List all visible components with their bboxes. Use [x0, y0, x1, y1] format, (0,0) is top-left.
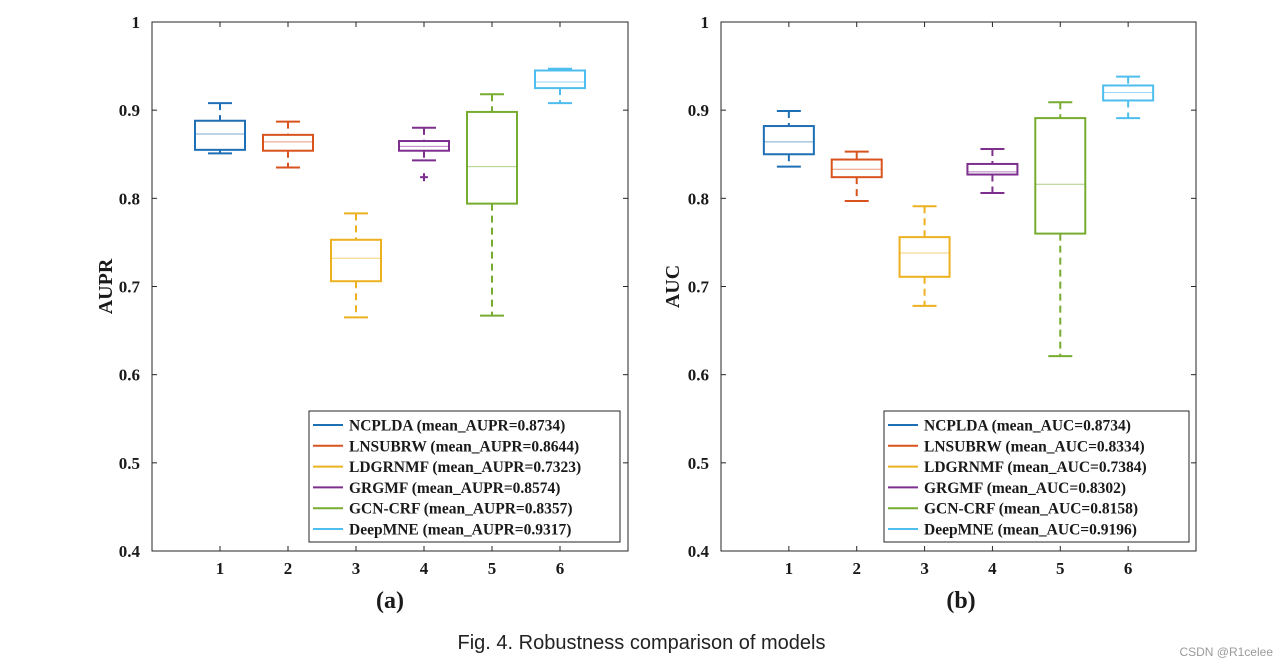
x-tick-label: 5: [488, 559, 497, 578]
legend-label: NCPLDA (mean_AUC=0.8734): [924, 418, 1131, 435]
legend-frame: [308, 410, 621, 543]
y-tick-label: 0.8: [119, 189, 140, 208]
legend-label: LDGRNMF (mean_AUC=0.7384): [924, 459, 1147, 476]
y-tick-label: 1: [132, 13, 141, 32]
legend-item: LNSUBRW (mean_AUPR=0.8644): [313, 438, 579, 455]
box-3: [898, 205, 951, 307]
y-tick-label: 0.4: [688, 542, 710, 561]
chart-a: 0.4 0.5 0.6 0.7 0.8 0.9 1 1 2 3 4 5 6 AUPR (a) NCPLDA (…: [95, 13, 629, 614]
box-5: [466, 93, 518, 317]
subplot-label: (a): [376, 588, 404, 614]
x-tick-label: 4: [988, 559, 997, 578]
box-4: [398, 126, 450, 182]
box-iqr: [1034, 117, 1087, 235]
legend-frame: [883, 410, 1190, 543]
legend-label: LNSUBRW (mean_AUPR=0.8644): [349, 438, 579, 455]
x-tick-label: 2: [852, 559, 861, 578]
chart-b: 0.4 0.5 0.6 0.7 0.8 0.9 1 1 2 3 4 5 6 AUC (b) NCPLDA (m…: [662, 13, 1197, 614]
y-tick-label: 0.9: [119, 101, 140, 120]
box-iqr: [966, 162, 1019, 176]
y-tick-label: 0.7: [688, 278, 710, 297]
box-1: [762, 110, 815, 168]
legend: NCPLDA (mean_AUPR=0.8734) LNSUBRW (mean_A…: [308, 410, 621, 543]
legend-label: GCN-CRF (mean_AUPR=0.8357): [349, 501, 573, 518]
x-tick-label: 1: [785, 559, 794, 578]
y-axis-label: AUPR: [95, 258, 117, 314]
box-iqr: [898, 236, 951, 278]
x-tick-label: 6: [556, 559, 565, 578]
watermark: CSDN @R1celee: [1179, 645, 1273, 659]
legend-label: GRGMF (mean_AUC=0.8302): [924, 480, 1126, 497]
y-tick-label: 0.8: [688, 189, 709, 208]
legend-item: NCPLDA (mean_AUPR=0.8734): [313, 418, 565, 435]
x-tick-label: 4: [420, 559, 429, 578]
box-4: [966, 147, 1019, 195]
box-iqr: [762, 125, 815, 156]
box-iqr: [830, 158, 883, 179]
legend-item: GCN-CRF (mean_AUC=0.8158): [888, 501, 1138, 518]
outlier-marker: [420, 173, 428, 182]
x-tick-label: 6: [1124, 559, 1133, 578]
figure-caption: Fig. 4. Robustness comparison of models: [457, 632, 826, 654]
y-tick-label: 0.7: [119, 278, 141, 297]
y-tick-label: 0.4: [119, 542, 141, 561]
box-5: [1034, 101, 1087, 358]
y-tick-label: 0.6: [688, 366, 709, 385]
legend-item: DeepMNE (mean_AUPR=0.9317): [313, 522, 571, 539]
legend-item: DeepMNE (mean_AUC=0.9196): [888, 522, 1137, 539]
legend-label: NCPLDA (mean_AUPR=0.8734): [349, 418, 565, 435]
box-6: [534, 67, 586, 105]
x-tick-label: 3: [920, 559, 929, 578]
y-tick-label: 0.5: [688, 454, 709, 473]
y-tick-label: 0.6: [119, 366, 140, 385]
legend-item: LDGRNMF (mean_AUPR=0.7323): [313, 459, 581, 476]
legend-item: LNSUBRW (mean_AUC=0.8334): [888, 438, 1145, 455]
box-2: [830, 150, 883, 202]
legend-item: GRGMF (mean_AUC=0.8302): [888, 480, 1126, 497]
legend-item: LDGRNMF (mean_AUC=0.7384): [888, 459, 1147, 476]
box-6: [1102, 75, 1155, 120]
legend-label: DeepMNE (mean_AUC=0.9196): [924, 522, 1137, 539]
box-iqr: [466, 110, 518, 205]
y-tick-label: 0.9: [688, 101, 709, 120]
legend-label: GCN-CRF (mean_AUC=0.8158): [924, 501, 1138, 518]
box-iqr: [330, 238, 382, 283]
legend-item: GCN-CRF (mean_AUPR=0.8357): [313, 501, 573, 518]
legend-label: LDGRNMF (mean_AUPR=0.7323): [349, 459, 581, 476]
legend: NCPLDA (mean_AUC=0.8734) LNSUBRW (mean_AU…: [883, 410, 1190, 543]
subplot-label: (b): [946, 588, 975, 614]
x-tick-label: 3: [352, 559, 361, 578]
box-iqr: [534, 69, 586, 90]
y-tick-label: 1: [701, 13, 710, 32]
legend-label: DeepMNE (mean_AUPR=0.9317): [349, 522, 571, 539]
box-3: [330, 212, 382, 319]
legend-label: GRGMF (mean_AUPR=0.8574): [349, 480, 560, 497]
box-2: [262, 120, 314, 169]
legend-label: LNSUBRW (mean_AUC=0.8334): [924, 438, 1145, 455]
x-tick-label: 2: [284, 559, 293, 578]
x-tick-label: 1: [216, 559, 225, 578]
y-axis-label: AUC: [662, 265, 684, 308]
legend-item: GRGMF (mean_AUPR=0.8574): [313, 480, 560, 497]
box-iqr: [262, 133, 314, 152]
legend-item: NCPLDA (mean_AUC=0.8734): [888, 418, 1131, 435]
box-1: [194, 102, 246, 155]
y-tick-label: 0.5: [119, 454, 140, 473]
x-tick-label: 5: [1056, 559, 1065, 578]
box-iqr: [194, 119, 246, 151]
